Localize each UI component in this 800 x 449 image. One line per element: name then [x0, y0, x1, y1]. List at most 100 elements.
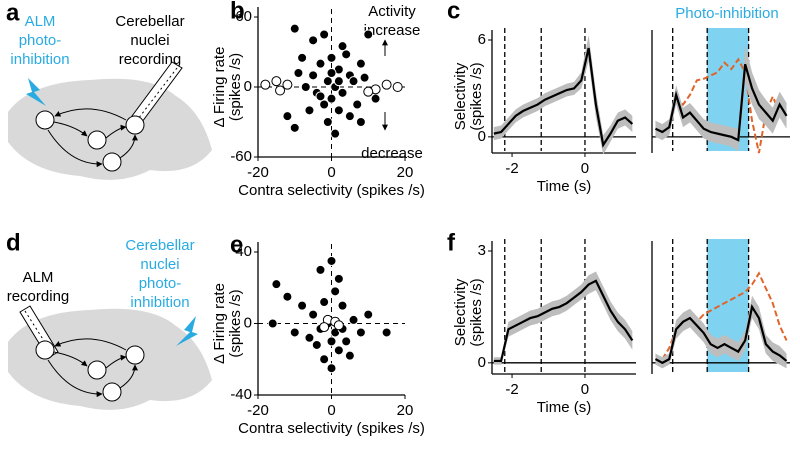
point — [315, 58, 326, 69]
point — [392, 82, 403, 92]
point — [282, 111, 293, 122]
x-tick-label: -2 — [505, 381, 518, 398]
point — [363, 309, 374, 320]
neuron — [125, 345, 145, 365]
point — [311, 339, 322, 350]
electrode-sites — [24, 310, 54, 356]
arrow — [105, 354, 127, 369]
neuron — [125, 115, 145, 135]
trace — [654, 63, 788, 142]
point — [337, 300, 348, 311]
point — [282, 291, 293, 302]
chart-title: Photo-inhibition — [675, 5, 778, 22]
point — [319, 297, 330, 308]
diagram-text: nuclei — [140, 256, 179, 273]
x-tick-label: 0 — [581, 160, 589, 177]
diagram-text: nuclei — [130, 32, 169, 49]
x-tick-label: 20 — [397, 164, 414, 181]
x-axis-label: Time (s) — [537, 178, 591, 195]
electrode-sites — [137, 67, 178, 120]
trace — [493, 47, 634, 148]
chart-line: Photo-inhibition — [651, 5, 790, 154]
y-tick-label: 0 — [478, 128, 486, 145]
error-band — [655, 295, 787, 369]
point — [319, 322, 330, 333]
point — [326, 255, 337, 266]
point — [308, 309, 319, 320]
point — [271, 279, 282, 290]
point — [289, 327, 300, 338]
point — [337, 41, 348, 52]
y-tick-label: -60 — [230, 148, 252, 165]
neuron — [87, 360, 107, 380]
y-axis-label: Δ Firing rate — [211, 47, 228, 128]
panel-label: a — [6, 0, 20, 26]
y-tick-label: 0 — [244, 78, 252, 95]
point — [282, 79, 293, 90]
point — [304, 105, 315, 116]
brain — [8, 308, 212, 410]
point — [344, 111, 355, 122]
point — [308, 70, 319, 81]
point — [297, 52, 308, 63]
y-tick-label: 0 — [478, 354, 486, 371]
y-axis-label: Selectivity — [452, 278, 469, 346]
point — [304, 332, 315, 343]
y-axis-label: (spikes /s) — [227, 289, 244, 357]
y-tick-label: -40 — [230, 386, 252, 403]
diagram-text: recording — [119, 51, 182, 68]
panel-label: d — [6, 229, 21, 256]
panel-label: e — [230, 231, 243, 258]
point — [293, 68, 304, 78]
neuron — [102, 152, 122, 172]
point — [300, 82, 311, 92]
arrow — [47, 359, 103, 398]
point — [297, 300, 308, 311]
point — [326, 68, 337, 78]
error-band — [655, 44, 787, 152]
y-tick-label: 6 — [478, 31, 486, 48]
point — [341, 336, 352, 347]
panel-label: b — [230, 0, 245, 24]
point — [348, 314, 359, 325]
point — [322, 76, 333, 87]
diagram-text: ALM — [23, 269, 54, 286]
x-tick-label: 0 — [327, 402, 335, 419]
point — [381, 327, 392, 338]
y-axis-label: (spikes /s) — [468, 62, 485, 130]
point — [326, 93, 337, 104]
diagram-text: photo- — [19, 32, 62, 49]
point — [315, 91, 326, 102]
point — [315, 264, 326, 275]
point — [348, 76, 359, 87]
point — [333, 76, 344, 87]
point — [330, 286, 341, 297]
x-tick-label: -20 — [247, 402, 269, 419]
x-tick-label: 0 — [581, 381, 589, 398]
neuron — [102, 382, 122, 402]
y-axis-label: (spikes /s) — [468, 278, 485, 346]
y-tick-label: 3 — [478, 242, 486, 259]
point — [326, 336, 337, 347]
y-tick-label: 0 — [244, 314, 252, 331]
error-band — [493, 35, 633, 155]
trace — [493, 279, 634, 363]
x-tick-label: -20 — [247, 164, 269, 181]
chart-line — [651, 239, 790, 374]
arrow — [53, 351, 88, 367]
annotation: decrease — [361, 145, 423, 162]
y-tick-label: 60 — [235, 8, 252, 25]
point — [333, 105, 344, 116]
point — [308, 35, 319, 46]
annotation: increase — [364, 22, 421, 39]
diagram-text: inhibition — [130, 294, 189, 311]
arrow — [54, 338, 127, 351]
point — [381, 79, 392, 90]
point — [289, 23, 300, 34]
diagram-text: recording — [7, 288, 70, 305]
x-axis-label: Contra selectivity (spikes /s) — [238, 182, 425, 199]
